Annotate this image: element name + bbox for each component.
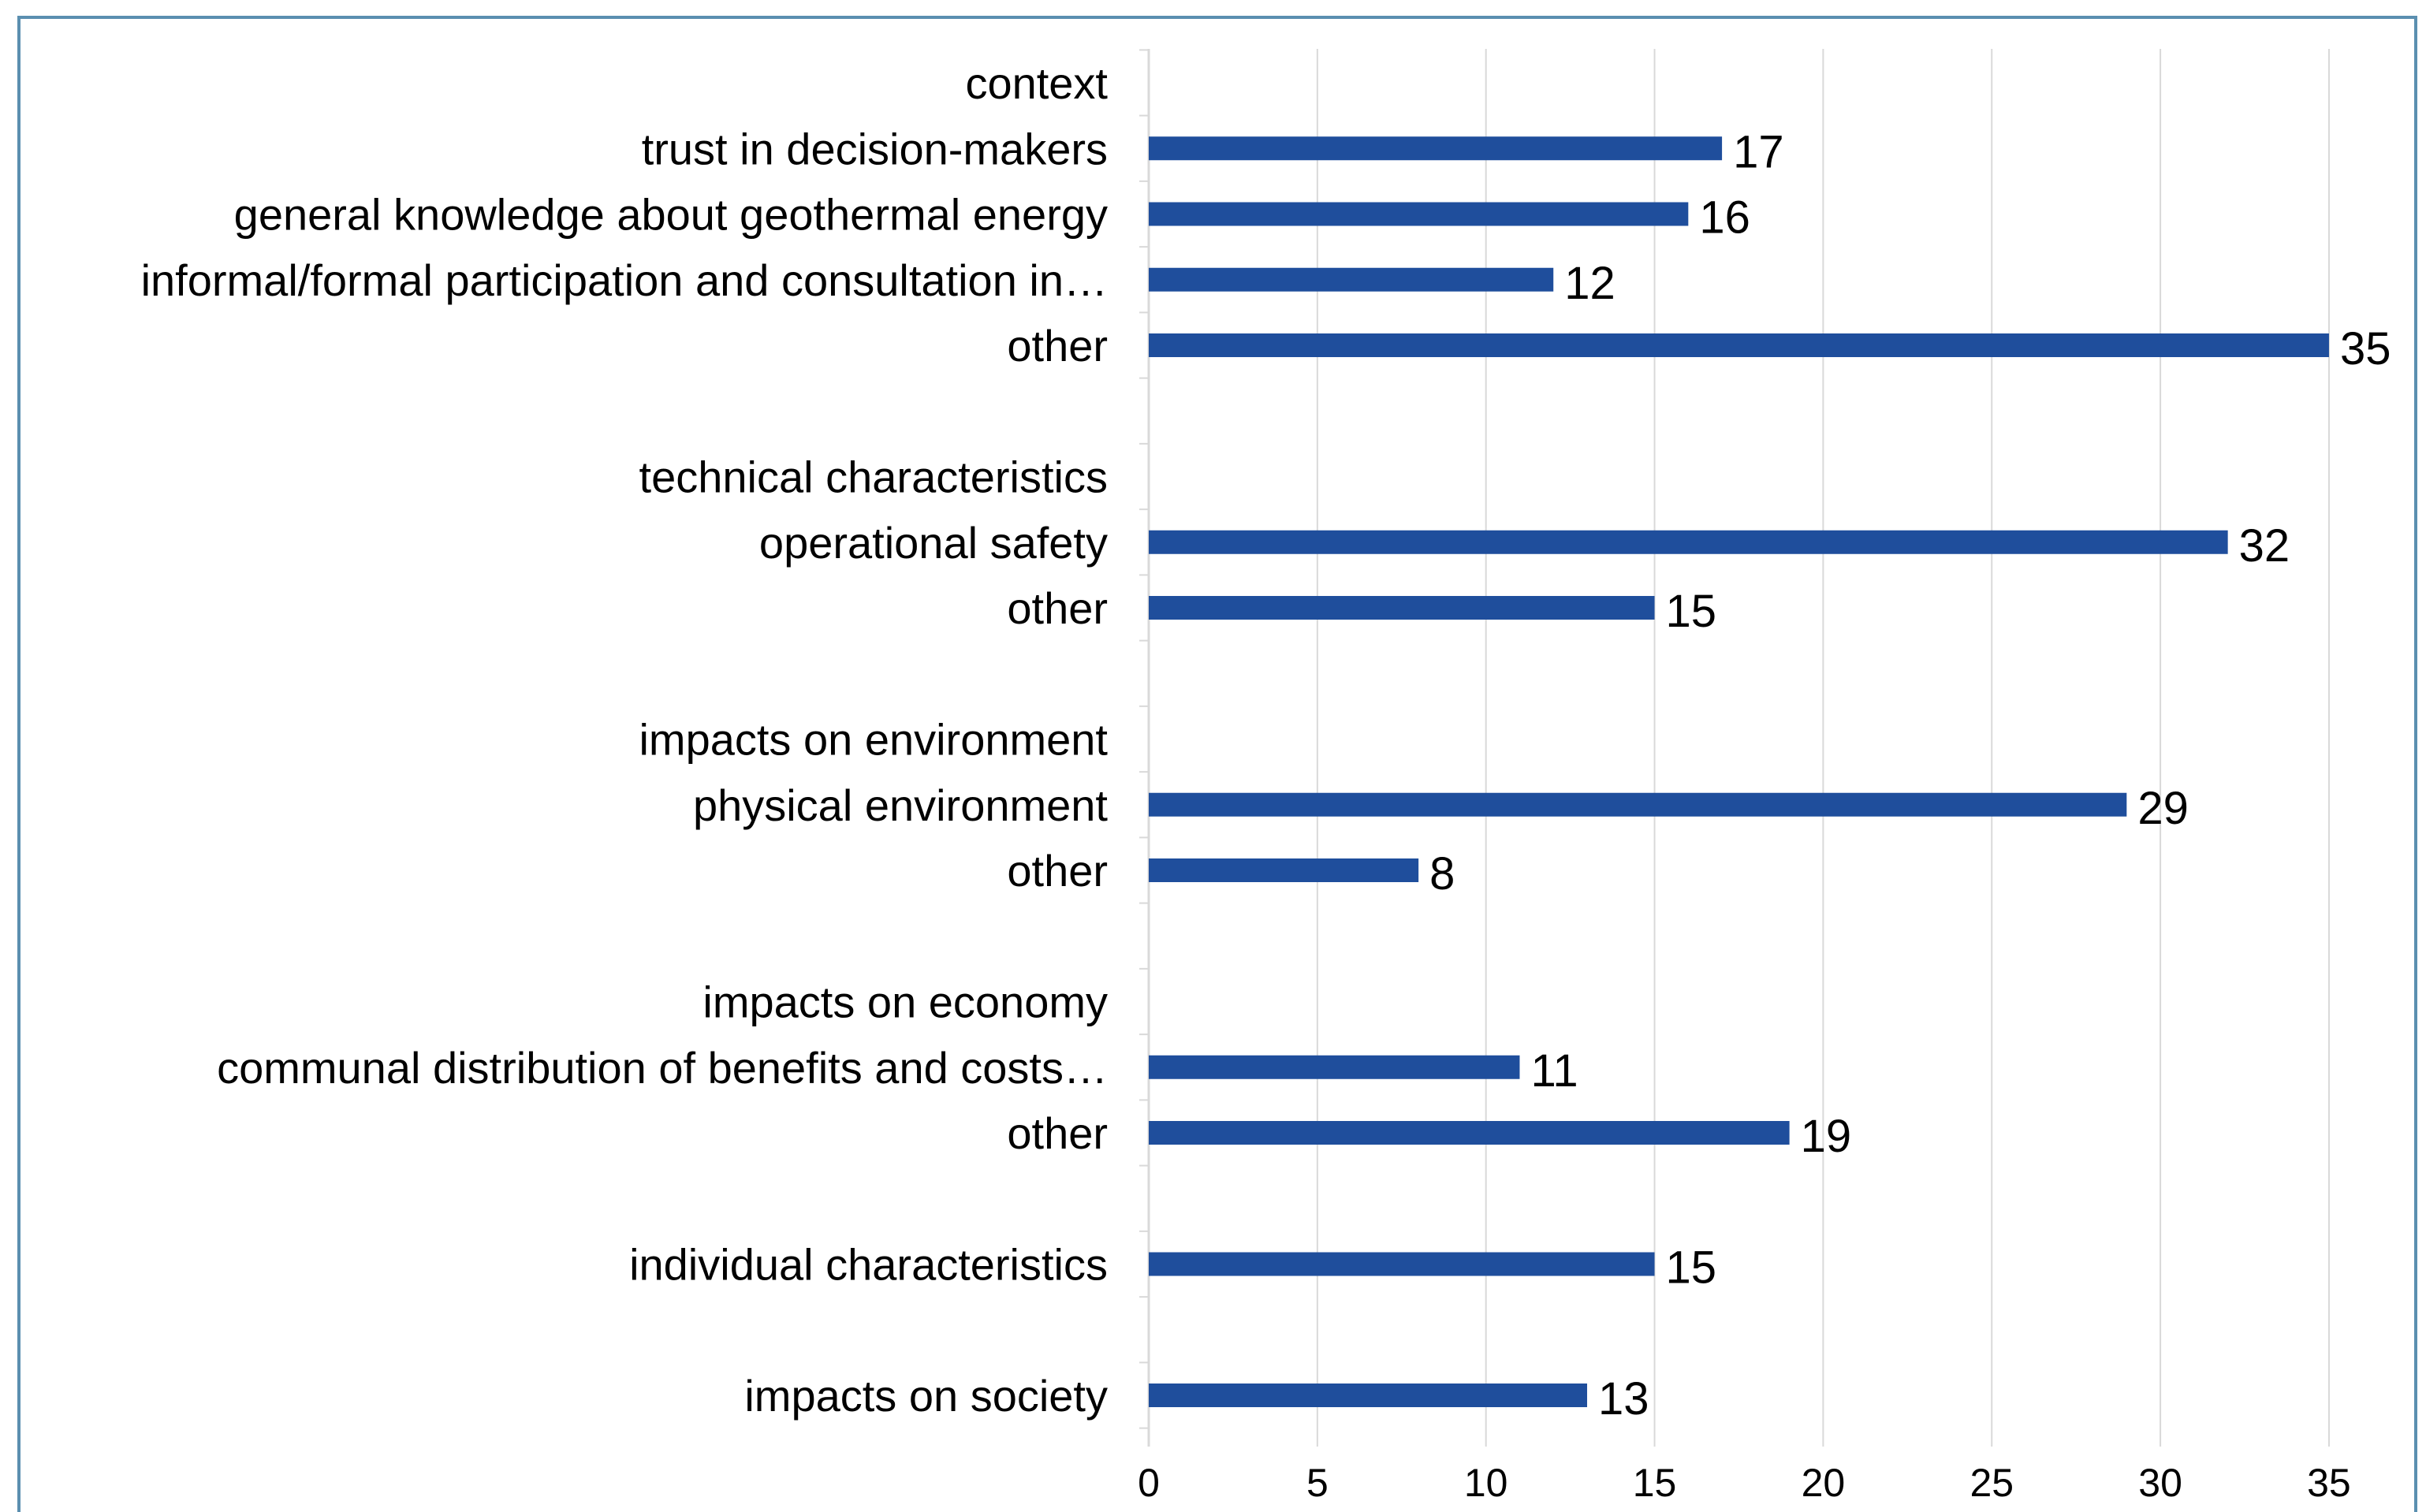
bar xyxy=(1149,267,1554,292)
x-tick-label: 35 xyxy=(2307,1461,2351,1505)
category-label: impacts on economy xyxy=(702,978,1108,1027)
data-label: 35 xyxy=(2340,323,2391,374)
data-label: 13 xyxy=(1598,1373,1649,1424)
bar xyxy=(1149,1121,1790,1145)
bar xyxy=(1149,202,1689,226)
bar xyxy=(1149,1384,1588,1407)
category-label: context xyxy=(965,58,1108,108)
bar xyxy=(1149,1252,1655,1276)
x-tick-label: 0 xyxy=(1138,1461,1160,1505)
data-label: 17 xyxy=(1733,126,1784,177)
category-label: physical environment xyxy=(693,780,1108,830)
category-label: other xyxy=(1007,846,1108,896)
data-label: 12 xyxy=(1564,258,1615,309)
x-tick-label: 10 xyxy=(1464,1461,1508,1505)
x-tick-label: 30 xyxy=(2138,1461,2182,1505)
bar xyxy=(1149,333,2329,357)
category-label: operational safety xyxy=(759,518,1108,568)
bar xyxy=(1149,1055,1520,1079)
bar xyxy=(1149,858,1419,882)
x-tick-label: 5 xyxy=(1306,1461,1329,1505)
data-labels: 17 16 12 35 32 15 29 8 11 19 15 13 xyxy=(1429,126,2391,1424)
data-label: 29 xyxy=(2137,783,2189,834)
data-label: 19 xyxy=(1801,1111,1852,1162)
category-label: technical characteristics xyxy=(639,452,1108,502)
x-tick-label: 20 xyxy=(1802,1461,1846,1505)
data-label: 15 xyxy=(1666,1242,1717,1294)
data-label: 32 xyxy=(2239,520,2290,572)
data-label: 11 xyxy=(1530,1045,1578,1097)
category-label: trust in decision-makers xyxy=(642,124,1108,173)
category-label: impacts on society xyxy=(744,1371,1108,1421)
x-axis-ticks: 0 5 10 15 20 25 30 35 xyxy=(1138,1461,2351,1505)
data-label: 16 xyxy=(1699,192,1750,244)
x-tick-label: 15 xyxy=(1633,1461,1677,1505)
category-label: general knowledge about geothermal energ… xyxy=(234,190,1108,240)
category-label: informal/formal participation and consul… xyxy=(141,255,1108,305)
chart-frame xyxy=(17,16,2417,1512)
category-label: other xyxy=(1007,1108,1108,1158)
category-label: communal distribution of benefits and co… xyxy=(217,1043,1108,1093)
bar xyxy=(1149,792,2127,817)
bars xyxy=(1149,136,2329,1407)
category-label: individual characteristics xyxy=(629,1240,1108,1290)
bar xyxy=(1149,596,1655,620)
bar xyxy=(1149,530,2228,554)
bar xyxy=(1149,136,1723,161)
data-label: 8 xyxy=(1429,848,1455,899)
data-label: 15 xyxy=(1666,586,1717,637)
category-labels: context trust in decision-makers general k… xyxy=(141,58,1109,1421)
category-label: other xyxy=(1007,321,1108,371)
category-label: other xyxy=(1007,583,1108,633)
category-label: impacts on environment xyxy=(639,715,1108,765)
x-tick-label: 25 xyxy=(1969,1461,2014,1505)
